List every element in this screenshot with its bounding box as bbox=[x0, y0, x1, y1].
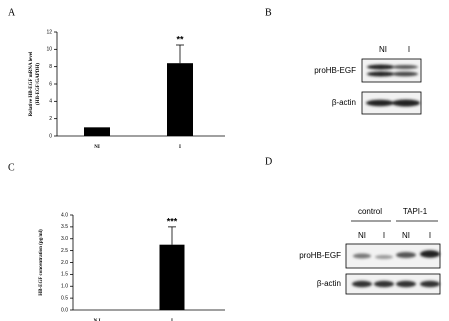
significance: ** bbox=[176, 34, 184, 44]
row-label: β-actin bbox=[332, 98, 356, 107]
y-tick-label: 0 bbox=[49, 133, 52, 139]
bar bbox=[84, 127, 110, 136]
band bbox=[374, 280, 394, 288]
y-tick-label: 8 bbox=[49, 64, 52, 70]
y-tick-label: 2 bbox=[49, 116, 52, 122]
blot-box bbox=[361, 58, 422, 83]
band bbox=[366, 99, 394, 107]
band bbox=[392, 65, 418, 69]
lane-label: NI bbox=[379, 45, 387, 54]
significance: *** bbox=[167, 216, 178, 226]
band bbox=[353, 253, 371, 259]
band bbox=[396, 280, 416, 288]
y-tick-label: 1.0 bbox=[61, 284, 68, 290]
lane-label: NI bbox=[358, 231, 366, 240]
x-tick-label: I bbox=[179, 145, 181, 150]
panel-label: B bbox=[265, 7, 272, 18]
band bbox=[392, 71, 418, 77]
y-tick-label: 3.5 bbox=[61, 224, 68, 230]
band bbox=[352, 280, 372, 288]
band bbox=[367, 64, 395, 70]
y-tick-label: 2.5 bbox=[61, 248, 68, 254]
bar bbox=[167, 63, 193, 137]
lane-label: I bbox=[383, 231, 385, 240]
row-label: β-actin bbox=[317, 279, 341, 288]
y-tick-label: 0.0 bbox=[61, 307, 68, 313]
x-tick-label: N I bbox=[94, 319, 101, 321]
y-axis-label: (HB-EGF/GAPDH) bbox=[36, 63, 41, 105]
group-label: TAPI-1 bbox=[403, 207, 428, 216]
bar bbox=[159, 244, 185, 310]
panel-label: A bbox=[8, 7, 16, 18]
band bbox=[367, 71, 395, 77]
group-label: control bbox=[358, 207, 382, 216]
band bbox=[375, 255, 393, 259]
y-axis-label: HB-EGF concentration (pg/ml) bbox=[39, 229, 44, 296]
lane-label: NI bbox=[402, 231, 410, 240]
y-tick-label: 0.5 bbox=[61, 295, 68, 301]
row-label: proHB-EGF bbox=[314, 66, 356, 75]
band bbox=[396, 252, 416, 258]
row-label: proHB-EGF bbox=[299, 251, 341, 260]
y-tick-label: 3.0 bbox=[61, 236, 68, 242]
y-tick-label: 4.0 bbox=[61, 212, 68, 218]
lane-label: I bbox=[429, 231, 431, 240]
band bbox=[420, 280, 440, 288]
y-tick-label: 12 bbox=[46, 29, 52, 35]
band bbox=[420, 250, 440, 258]
band bbox=[392, 99, 420, 107]
panel-label: C bbox=[8, 162, 15, 173]
y-tick-label: 2.0 bbox=[61, 260, 68, 266]
y-tick-label: 4 bbox=[49, 99, 52, 105]
y-axis-label: Relative HB-EGF mRNA level bbox=[29, 51, 34, 116]
x-tick-label: NI bbox=[94, 145, 100, 150]
y-tick-label: 10 bbox=[46, 47, 52, 53]
y-tick-label: 6 bbox=[49, 81, 52, 87]
lane-label: I bbox=[408, 45, 410, 54]
y-tick-label: 1.5 bbox=[61, 272, 68, 278]
panel-label: D bbox=[265, 156, 272, 167]
x-tick-label: I bbox=[171, 319, 173, 321]
